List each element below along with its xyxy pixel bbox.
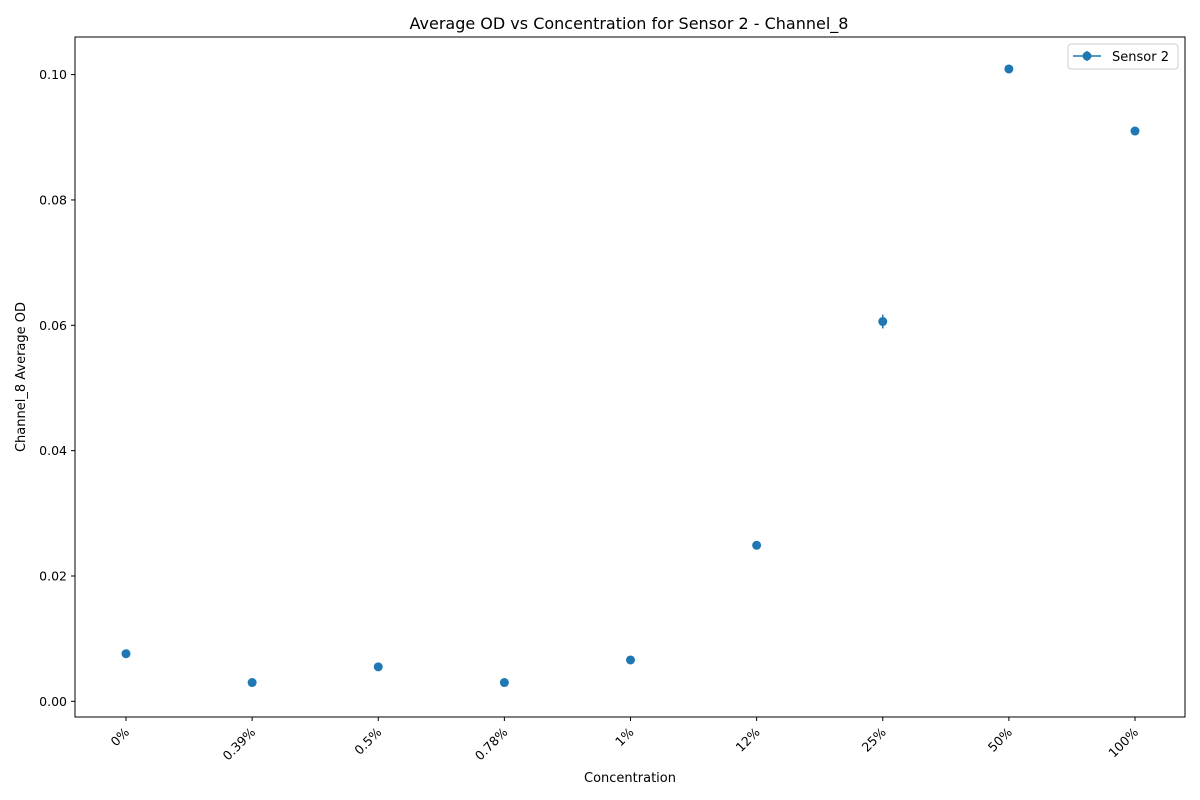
y-tick-label: 0.08 [39,192,67,207]
data-point [878,317,888,327]
data-point [373,662,383,672]
legend: Sensor 2 [1067,43,1179,70]
y-tick-label: 0.10 [39,67,67,82]
legend-box [1067,43,1179,70]
data-point [1004,64,1014,74]
data-point [247,678,257,688]
data-point [626,655,635,665]
data-point [121,649,131,659]
x-axis-label: Concentration [584,771,676,786]
legend-entry-label: Sensor 2 [1112,50,1169,65]
y-axis-label: Channel_8 Average OD [14,302,29,452]
y-tick-label: 0.04 [39,443,67,458]
data-point [499,678,509,688]
y-tick-label: 0.06 [39,318,67,333]
legend-marker [1082,51,1092,61]
axes-frame [74,36,1186,718]
y-tick-label: 0.02 [39,568,67,583]
chart-title: Average OD vs Concentration for Sensor 2… [410,14,849,34]
y-tick-label: 0.00 [39,694,67,709]
data-point [1130,126,1140,136]
data-point [752,540,762,550]
